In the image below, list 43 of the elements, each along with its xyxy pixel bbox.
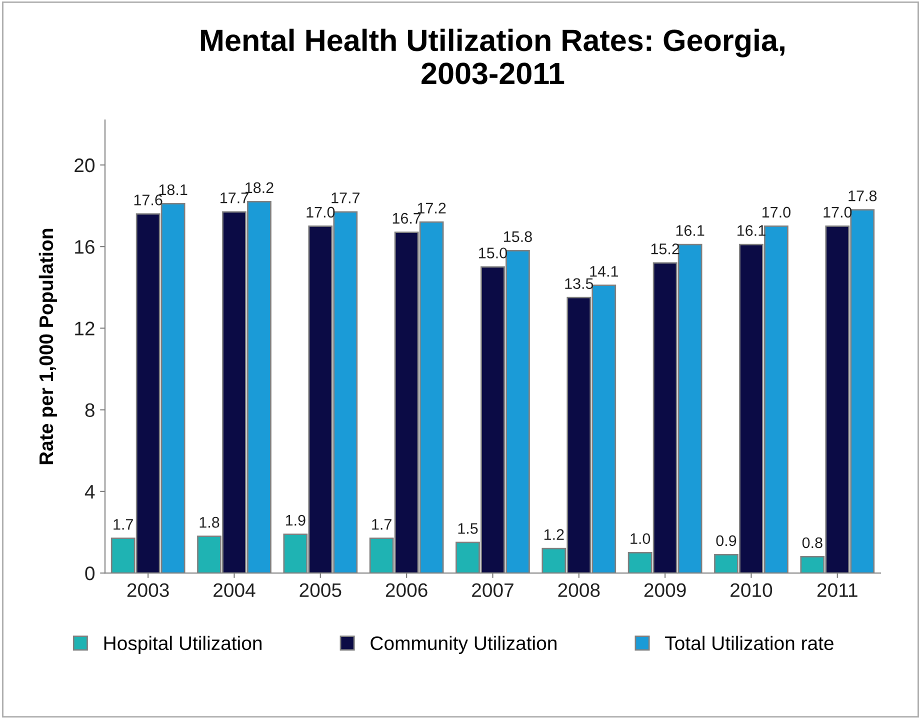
x-tick-label: 2007	[472, 583, 514, 598]
y-tick-label: 16	[75, 240, 94, 254]
x-tick-label: 2004	[214, 583, 256, 598]
x-tick-label: 2008	[558, 583, 600, 598]
data-label: 1.5	[458, 523, 478, 534]
data-label: 1.8	[200, 516, 220, 528]
data-label: 17.8	[848, 190, 877, 202]
data-label: 1.0	[630, 533, 650, 544]
x-tick-label: 2003	[127, 583, 169, 598]
data-label: 17.2	[418, 202, 446, 214]
data-label: 16.7	[392, 212, 421, 224]
x-tick-label: 2006	[386, 583, 428, 598]
x-tick-label: 2009	[644, 583, 686, 598]
legend-label: Total Utilization rate	[665, 636, 834, 650]
data-label: 17.7	[332, 192, 360, 204]
legend-label: Community Utilization	[370, 636, 556, 654]
y-tick-label: 0	[85, 566, 95, 580]
data-label: 17.7	[220, 192, 248, 204]
data-label: 17.0	[306, 206, 335, 218]
x-tick-label: 2005	[300, 583, 342, 598]
legend-label: Hospital Utilization	[104, 636, 262, 654]
x-tick-label: 2011	[817, 583, 858, 598]
y-tick-label: 20	[74, 158, 95, 172]
data-label: 17.0	[762, 206, 790, 218]
data-label: 16.1	[676, 225, 704, 236]
data-label: 14.1	[590, 266, 618, 277]
data-label: 1.9	[286, 514, 306, 526]
data-label: 13.5	[565, 278, 594, 290]
data-label: 1.7	[372, 519, 392, 530]
y-tick-label: 12	[75, 322, 94, 336]
data-label: 15.8	[504, 231, 532, 242]
data-label: 18.1	[159, 184, 188, 196]
data-label: 17.6	[134, 194, 162, 206]
data-label: 18.2	[246, 182, 274, 194]
y-axis-title: Rate per 1,000 Population	[38, 228, 57, 464]
y-tick-label: 4	[84, 485, 95, 498]
x-tick-label: 2010	[730, 583, 772, 598]
data-label: 0.9	[716, 535, 736, 546]
y-tick-label: 8	[85, 403, 94, 418]
chart-title: Mental Health Utilization Rates: Georgia, 2003-2011	[201, 28, 784, 84]
data-label: 1.2	[544, 529, 564, 540]
data-label: 0.8	[802, 537, 822, 548]
data-label: 1.7	[114, 519, 133, 530]
